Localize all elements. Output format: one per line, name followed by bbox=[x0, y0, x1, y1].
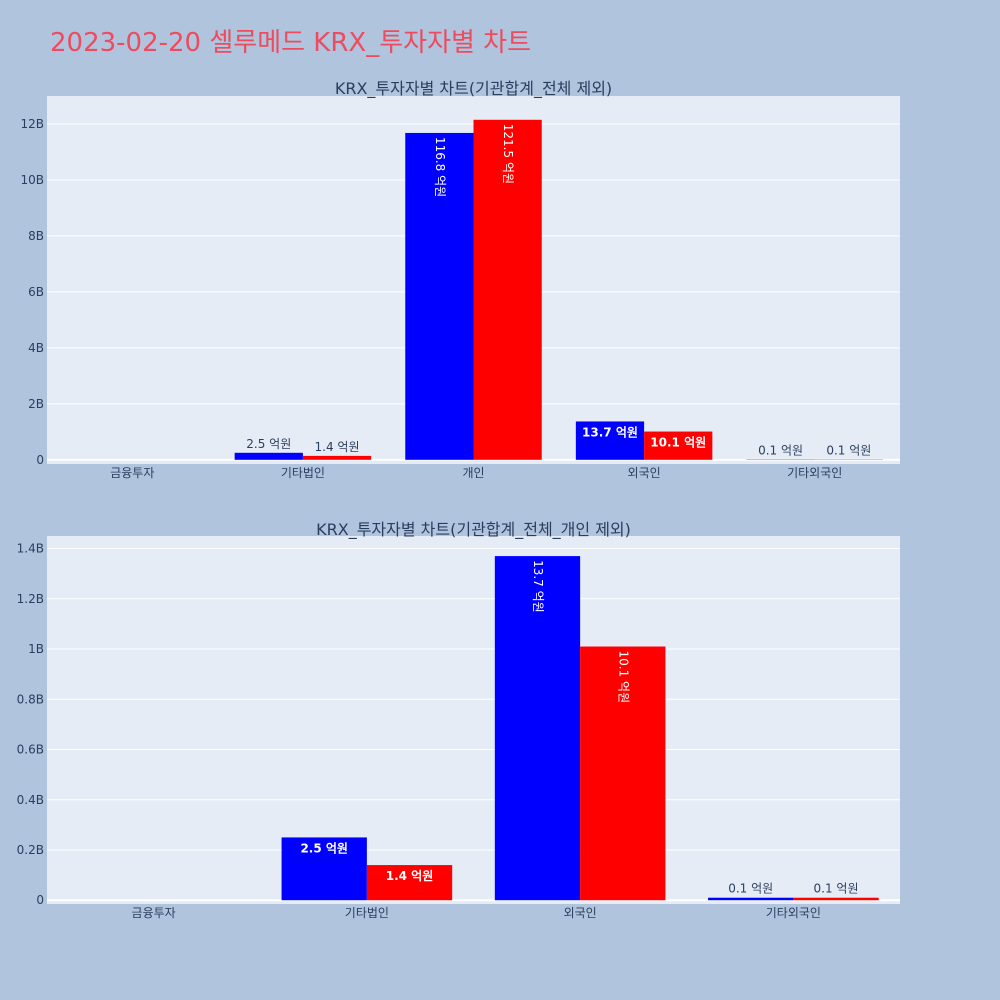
x-tick-label: 외국인 bbox=[564, 906, 597, 920]
y-tick-label: 0.2B bbox=[17, 843, 44, 857]
data-label: 10.1 억원 bbox=[616, 651, 630, 704]
data-label: 0.1 억원 bbox=[728, 882, 773, 896]
bar bbox=[793, 897, 879, 901]
bar bbox=[234, 452, 303, 460]
y-tick-label: 0 bbox=[36, 453, 44, 467]
data-label: 13.7 억원 bbox=[582, 425, 638, 439]
data-label: 0.1 억원 bbox=[758, 444, 803, 458]
data-label: 121.5 억원 bbox=[501, 124, 515, 184]
y-tick-label: 0.6B bbox=[17, 743, 44, 757]
bar bbox=[494, 556, 581, 901]
data-label: 0.1 억원 bbox=[814, 882, 859, 896]
y-tick-label: 1.4B bbox=[17, 542, 44, 556]
plot-area bbox=[47, 536, 900, 904]
bar bbox=[281, 837, 367, 901]
data-label: 2.5 억원 bbox=[246, 437, 291, 451]
chart-title: KRX_투자자별 차트(기관합계_전체 제외) bbox=[335, 79, 612, 99]
bar bbox=[644, 431, 713, 460]
x-tick-label: 기타외국인 bbox=[787, 466, 842, 480]
y-tick-label: 12B bbox=[20, 117, 44, 131]
x-tick-label: 기타법인 bbox=[345, 906, 389, 920]
bar bbox=[302, 455, 372, 460]
bar bbox=[473, 119, 542, 460]
y-tick-label: 2B bbox=[28, 397, 44, 411]
x-tick-label: 기타법인 bbox=[281, 466, 325, 480]
page-title: 2023-02-20 셀루메드 KRX_투자자별 차트 bbox=[50, 28, 532, 58]
y-tick-label: 1.2B bbox=[17, 592, 44, 606]
x-tick-label: 기타외국인 bbox=[766, 906, 821, 920]
bar bbox=[708, 897, 794, 901]
data-label: 10.1 억원 bbox=[650, 436, 706, 450]
data-label: 1.4 억원 bbox=[315, 440, 360, 454]
chart-1: 0 2B 4B 6B 8B 10B 12B KRX_투자자별 차트(기관합계_전체 제외) 금융… bbox=[20, 79, 900, 480]
y-tick-label: 0 bbox=[36, 893, 44, 907]
data-label: 13.7 억원 bbox=[531, 560, 545, 613]
data-label: 0.1 억원 bbox=[826, 444, 871, 458]
data-label: 1.4 억원 bbox=[386, 869, 434, 883]
y-tick-label: 1B bbox=[28, 642, 44, 656]
bar bbox=[580, 646, 666, 901]
y-tick-label: 4B bbox=[28, 341, 44, 355]
chart-2: 0 0.2B 0.4B 0.6B 0.8B 1B 1.2B 1.4B KRX_투자자별 차트(기… bbox=[17, 520, 900, 920]
y-tick-label: 0.4B bbox=[17, 793, 44, 807]
x-tick-label: 금융투자 bbox=[132, 906, 176, 920]
y-tick-label: 8B bbox=[28, 229, 44, 243]
bar bbox=[366, 865, 453, 901]
x-tick-label: 금융투자 bbox=[110, 466, 154, 480]
y-tick-label: 10B bbox=[20, 173, 44, 187]
data-label: 2.5 억원 bbox=[300, 841, 348, 855]
x-tick-label: 개인 bbox=[462, 466, 484, 480]
bar bbox=[575, 421, 645, 460]
chart-title: KRX_투자자별 차트(기관합계_전체_개인 제외) bbox=[316, 520, 631, 540]
data-label: 116.8 억원 bbox=[433, 137, 447, 197]
y-tick-label: 0.8B bbox=[17, 692, 44, 706]
bar bbox=[405, 132, 474, 460]
x-tick-label: 외국인 bbox=[628, 466, 661, 480]
y-tick-label: 6B bbox=[28, 285, 44, 299]
